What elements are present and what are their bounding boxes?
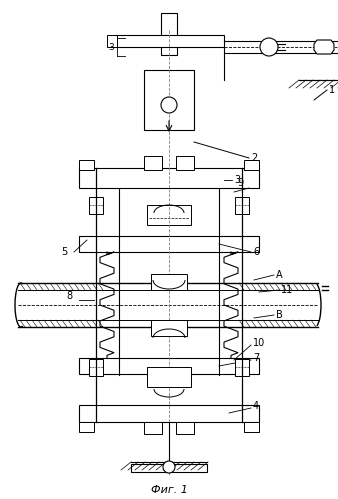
Polygon shape — [314, 40, 334, 54]
Bar — [89, 359, 103, 376]
Text: 6: 6 — [253, 247, 259, 257]
Bar — [244, 160, 259, 170]
Bar — [79, 358, 259, 374]
Text: 11: 11 — [281, 285, 293, 295]
Bar — [131, 464, 207, 472]
Bar — [107, 35, 117, 47]
Text: A: A — [276, 270, 283, 280]
Text: 1: 1 — [329, 85, 335, 95]
Bar — [151, 320, 187, 336]
Bar — [235, 359, 249, 376]
Bar — [147, 205, 191, 225]
Bar — [161, 13, 177, 55]
Bar — [114, 35, 224, 47]
Bar — [79, 168, 259, 188]
Bar — [79, 160, 94, 170]
Bar — [176, 422, 194, 434]
Text: 3: 3 — [234, 175, 240, 185]
Text: 8: 8 — [66, 291, 72, 301]
Bar — [151, 274, 187, 290]
Bar — [79, 405, 259, 422]
Text: 2: 2 — [251, 153, 257, 163]
Bar — [147, 367, 191, 387]
Bar — [144, 422, 162, 434]
Bar — [176, 156, 194, 170]
Bar — [89, 197, 103, 214]
Bar — [261, 44, 277, 50]
Bar — [79, 422, 94, 432]
Text: B: B — [276, 310, 283, 320]
Bar — [79, 236, 259, 252]
Circle shape — [163, 461, 175, 473]
Text: 10: 10 — [253, 338, 265, 348]
Bar — [244, 422, 259, 432]
Bar — [235, 197, 249, 214]
Text: Фиг. 1: Фиг. 1 — [150, 485, 188, 495]
Bar — [144, 70, 194, 130]
Text: 9: 9 — [237, 178, 243, 188]
Circle shape — [260, 38, 278, 56]
Text: 5: 5 — [61, 247, 67, 257]
Text: 7: 7 — [253, 353, 259, 363]
Circle shape — [161, 97, 177, 113]
Text: 4: 4 — [253, 401, 259, 411]
Text: 3: 3 — [108, 42, 114, 51]
Bar — [144, 156, 162, 170]
